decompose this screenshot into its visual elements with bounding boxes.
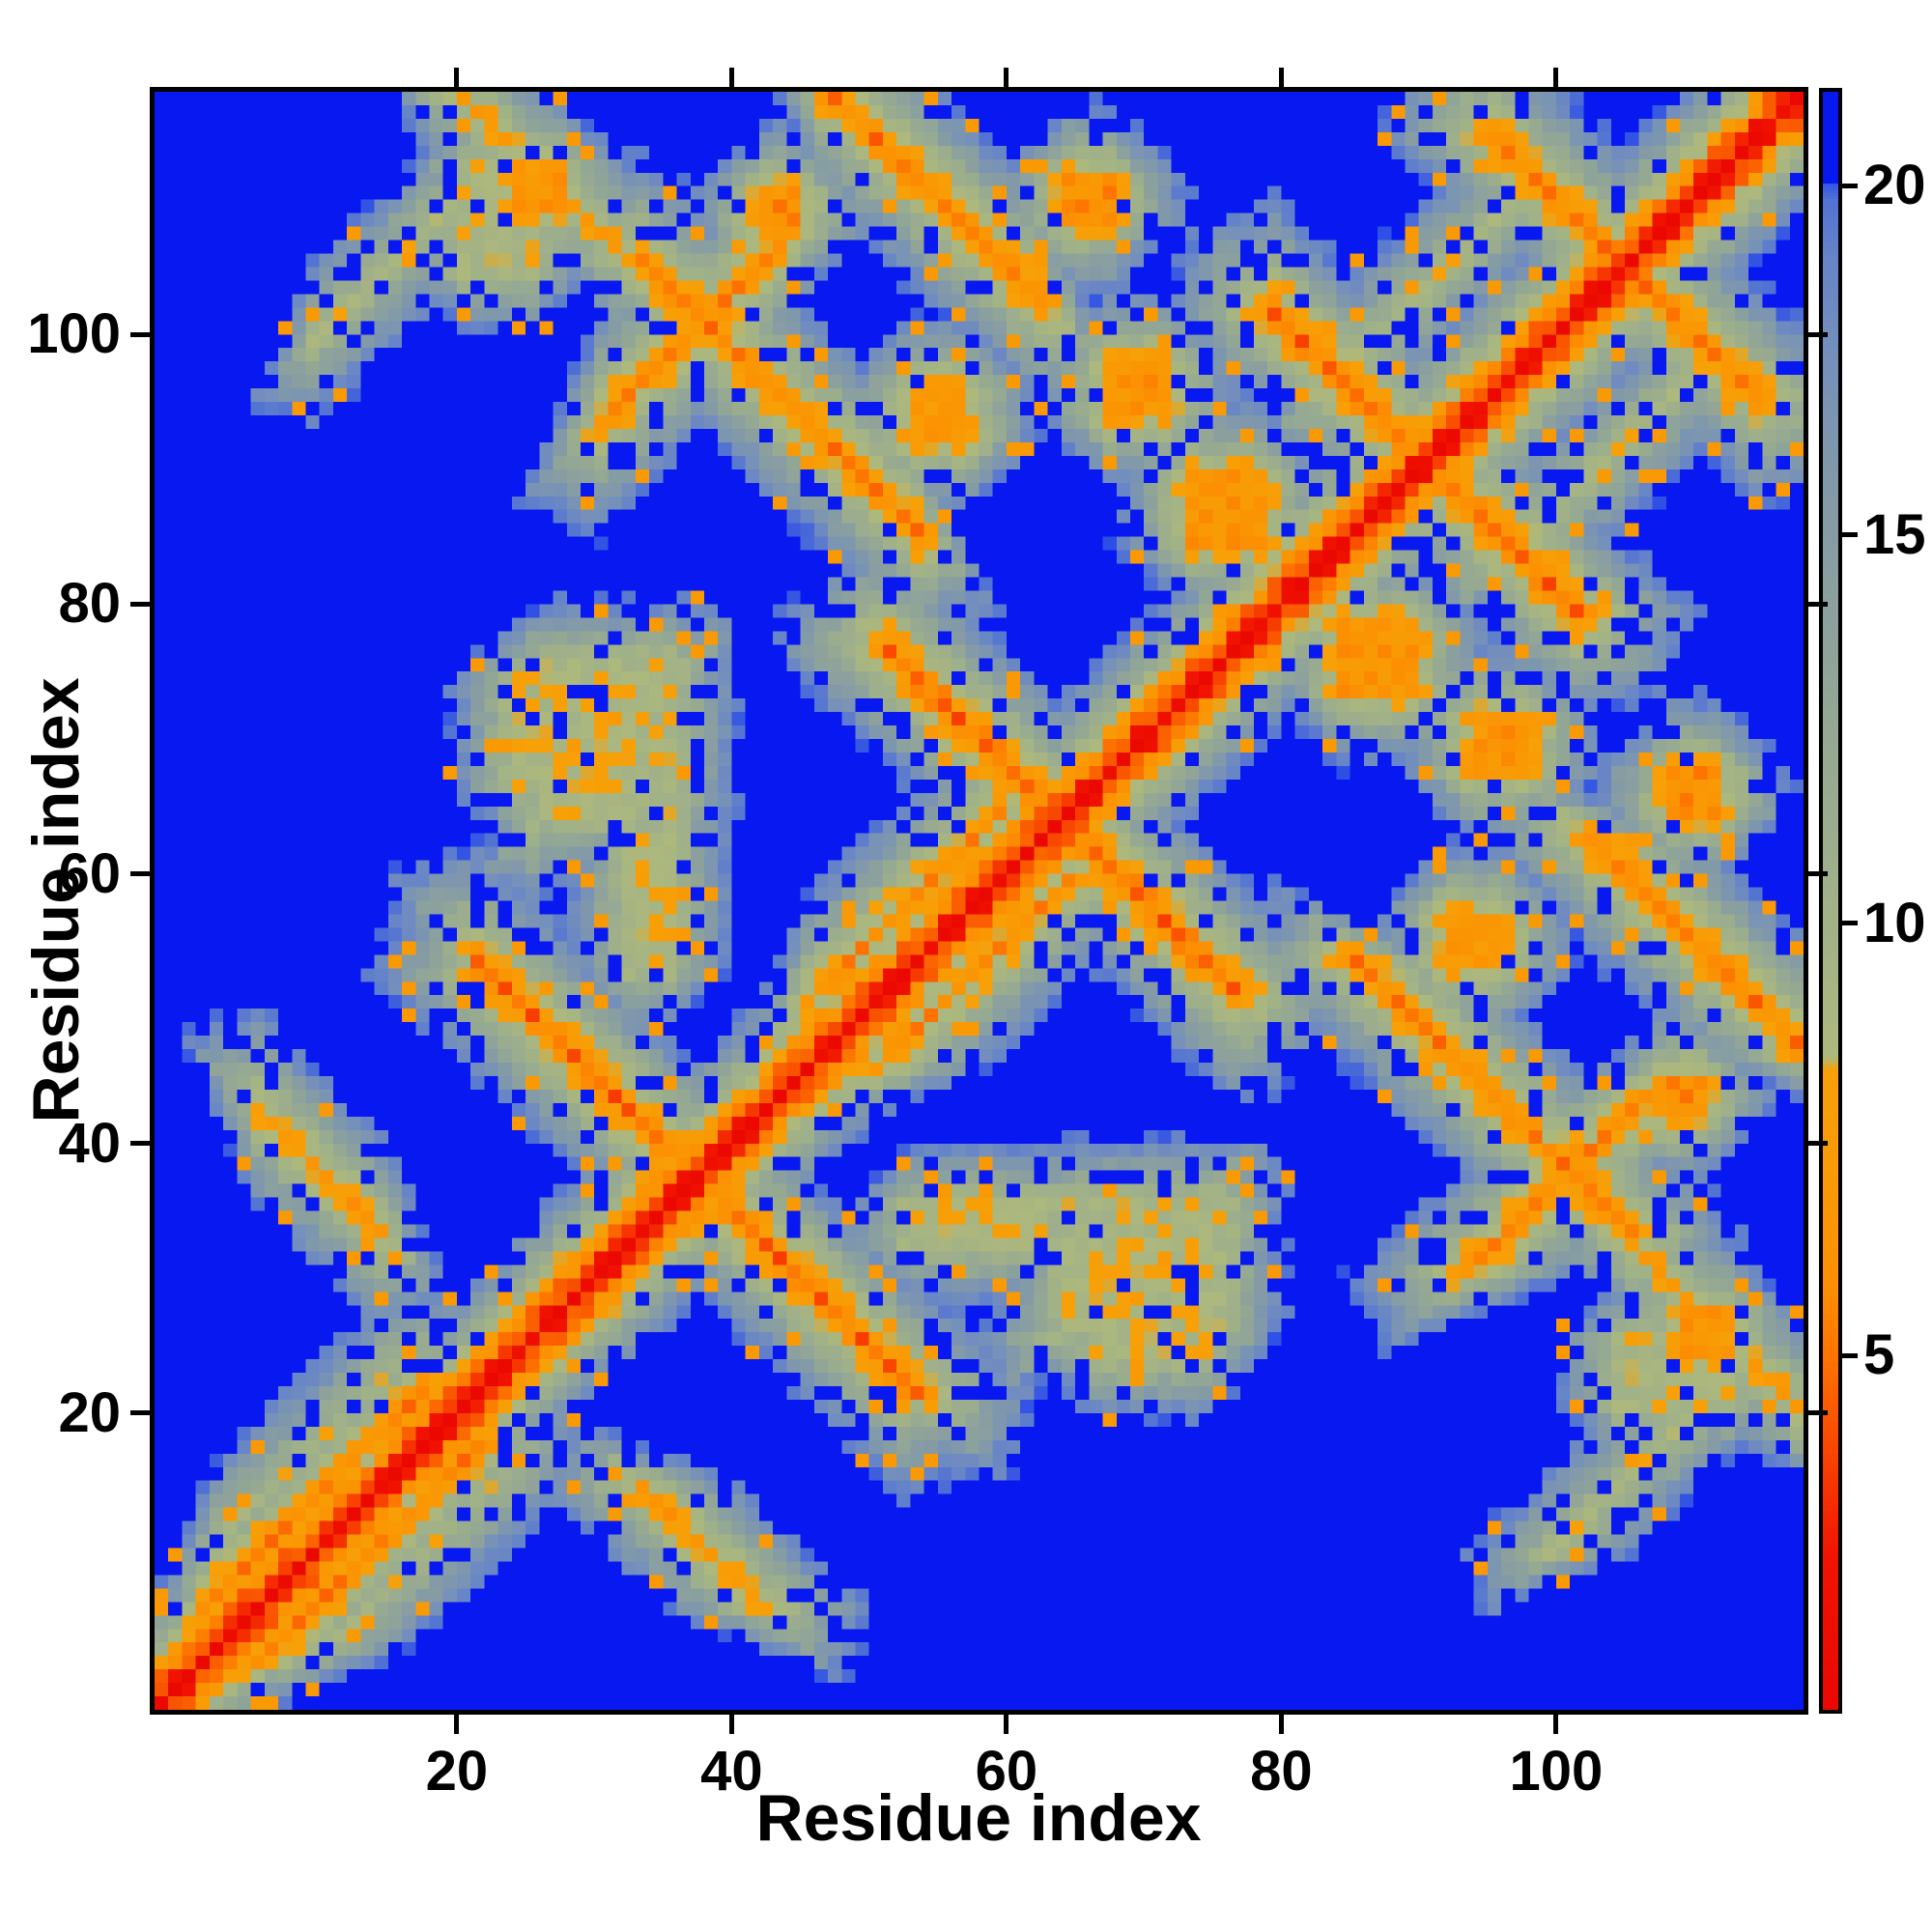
y-axis-tick-label: 60	[58, 841, 121, 905]
x-axis-tick-bottom	[728, 1715, 734, 1734]
y-axis-tick-right	[1808, 871, 1828, 877]
y-axis-tick-left	[130, 871, 150, 877]
y-axis-tick-left	[130, 1410, 150, 1416]
y-axis-tick-label: 100	[27, 302, 121, 366]
y-axis-tick-left	[130, 331, 150, 337]
x-axis-tick-top	[1553, 68, 1559, 87]
y-axis-tick-left	[130, 601, 150, 607]
x-axis-tick-bottom	[1553, 1715, 1559, 1734]
x-axis-tick-top	[1278, 68, 1284, 87]
colorbar-tick	[1842, 1352, 1858, 1358]
y-axis-tick-label: 40	[58, 1111, 121, 1175]
colorbar-tick-label: 10	[1863, 891, 1926, 954]
x-axis-tick-bottom	[454, 1715, 460, 1734]
x-axis-tick-label: 20	[425, 1740, 489, 1803]
y-axis-tick-right	[1808, 1410, 1828, 1416]
x-axis-title: Residue index	[755, 1781, 1202, 1855]
x-axis-tick-top	[1004, 68, 1009, 87]
y-axis-tick-right	[1808, 1141, 1828, 1147]
x-axis-tick-label: 60	[975, 1740, 1038, 1803]
heatmap-canvas	[155, 92, 1804, 1710]
colorbar-tick	[1842, 921, 1858, 926]
y-axis-tick-right	[1808, 601, 1828, 607]
colorbar-tick-label: 5	[1863, 1323, 1895, 1387]
y-axis-tick-right	[1808, 331, 1828, 337]
colorbar-tick-label: 20	[1863, 154, 1926, 217]
plot-area	[150, 87, 1808, 1715]
colorbar-tick	[1842, 532, 1858, 538]
x-axis-tick-bottom	[1004, 1715, 1009, 1734]
colorbar-tick-label: 15	[1863, 502, 1926, 566]
y-axis-tick-label: 20	[58, 1380, 121, 1444]
x-axis-tick-top	[454, 68, 460, 87]
x-axis-tick-bottom	[1278, 1715, 1284, 1734]
colorbar-canvas	[1823, 92, 1838, 1710]
x-axis-tick-top	[728, 68, 734, 87]
x-axis-tick-label: 100	[1509, 1740, 1604, 1803]
colorbar	[1819, 88, 1842, 1714]
colorbar-tick	[1842, 183, 1858, 188]
y-axis-tick-label: 80	[58, 572, 121, 636]
y-axis-tick-left	[130, 1141, 150, 1147]
x-axis-tick-label: 80	[1250, 1740, 1313, 1803]
x-axis-tick-label: 40	[700, 1740, 763, 1803]
